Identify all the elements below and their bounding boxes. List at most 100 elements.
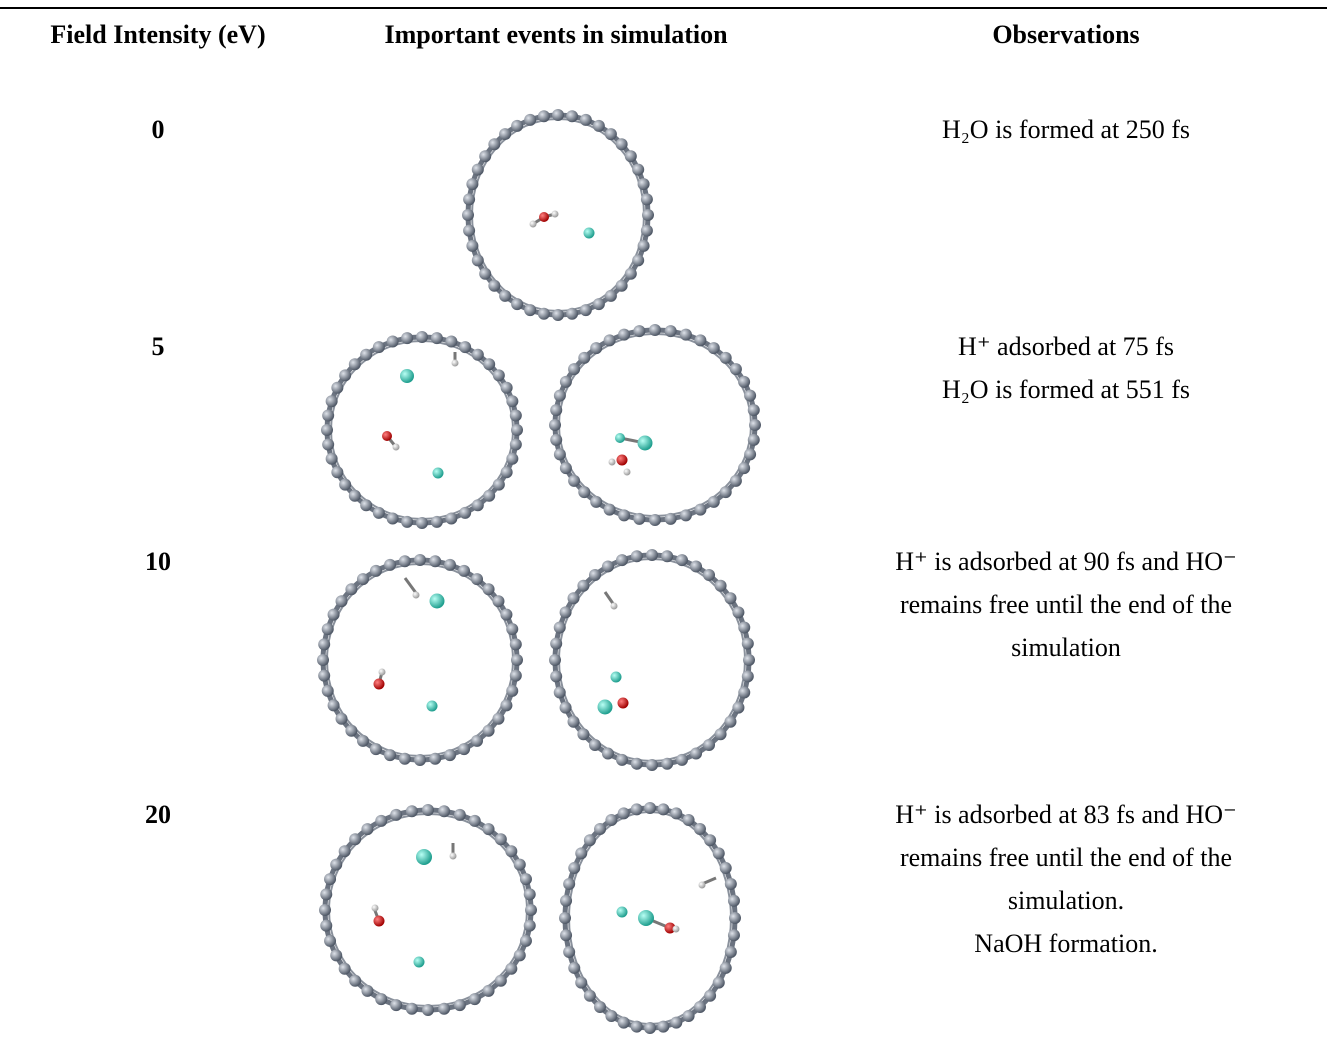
carbon-atom [657, 1021, 669, 1033]
carbon-atom [742, 670, 754, 682]
carbon-atom [594, 823, 606, 835]
carbon-atom [357, 735, 369, 747]
carbon-atom [744, 448, 756, 460]
carbon-atom [676, 554, 688, 566]
carbon-atom [499, 128, 511, 140]
carbon-atom [357, 573, 369, 585]
carbon-atom [331, 382, 343, 394]
carbon-atom [336, 713, 348, 725]
carbon-atom [458, 565, 470, 577]
carbon-atom [445, 512, 457, 524]
carbon-atom [514, 859, 526, 871]
carbon-atom [444, 559, 456, 571]
atom [598, 700, 613, 715]
carbon-atom [676, 754, 688, 766]
carbon-atom [538, 308, 550, 320]
atom [374, 679, 385, 690]
observation-line: H₂O is formed at 250 fs [942, 115, 1190, 145]
carbon-atom [575, 977, 587, 989]
carbon-atom [563, 878, 575, 890]
carbon-atom [520, 873, 532, 885]
carbon-atom [345, 583, 357, 595]
atom [374, 916, 385, 927]
carbon-atom [326, 395, 338, 407]
carbon-atom [560, 376, 572, 388]
field-cell: 20 [145, 800, 171, 830]
carbon-atom [638, 178, 650, 190]
page: Field Intensity (eV) Important events in… [0, 0, 1327, 1056]
carbon-atom [738, 686, 750, 698]
carbon-atom [387, 336, 399, 348]
carbon-atom [577, 728, 589, 740]
carbon-atom [361, 985, 373, 997]
carbon-atom [495, 975, 507, 987]
carbon-atom [559, 912, 571, 924]
carbon-atom [618, 509, 630, 521]
carbon-atom [568, 592, 580, 604]
carbon-atom [330, 859, 342, 871]
carbon-atom [483, 725, 495, 737]
carbon-atom [360, 349, 372, 361]
carbon-atom [690, 560, 702, 572]
carbon-atom [642, 209, 654, 221]
atom [539, 212, 549, 222]
carbon-atom [703, 569, 715, 581]
carbon-atom [694, 823, 706, 835]
carbon-atom [390, 809, 402, 821]
carbon-atom [511, 298, 523, 310]
carbon-atom [488, 280, 500, 292]
carbon-atom [524, 304, 536, 316]
carbon-atom [649, 324, 661, 336]
carbon-atom [713, 977, 725, 989]
carbon-atom [373, 341, 385, 353]
atom [609, 459, 616, 466]
carbon-atom [506, 453, 518, 465]
carbon-atom [704, 834, 716, 846]
carbon-atom [715, 580, 727, 592]
carbon-atom [472, 164, 484, 176]
carbon-atom [422, 1004, 434, 1016]
carbon-atom [322, 623, 334, 635]
carbon-atom [429, 753, 441, 765]
carbon-atom [560, 606, 572, 618]
observation-line: H⁺ is adsorbed at 90 fs and HO⁻ [895, 547, 1237, 577]
carbon-atom [683, 814, 695, 826]
carbon-atom [584, 990, 596, 1002]
atom [427, 701, 438, 712]
carbon-atom [728, 895, 740, 907]
carbon-atom [560, 895, 572, 907]
carbon-atom [638, 240, 650, 252]
carbon-atom [694, 1001, 706, 1013]
carbon-atom [748, 404, 760, 416]
carbon-atom [326, 453, 338, 465]
carbon-atom [730, 363, 742, 375]
carbon-atom [690, 748, 702, 760]
carbon-atom [330, 949, 342, 961]
atom [452, 360, 459, 367]
observation-line: remains free until the end of the [900, 590, 1232, 620]
carbon-atom [438, 805, 450, 817]
observation-line: NaOH formation. [974, 929, 1157, 959]
carbon-atom [370, 743, 382, 755]
carbon-atom [324, 873, 336, 885]
carbon-atom [633, 325, 645, 337]
carbon-atom [483, 583, 495, 595]
carbon-atom [499, 290, 511, 302]
carbon-atom [703, 739, 715, 751]
carbon-atom [469, 815, 481, 827]
atom [673, 926, 680, 933]
carbon-atom [328, 699, 340, 711]
carbon-atom [445, 336, 457, 348]
observation-line: H₂O is formed at 551 fs [942, 375, 1190, 405]
carbon-atom [469, 993, 481, 1005]
observation-line: H⁺ adsorbed at 75 fs [958, 332, 1174, 362]
carbon-atom [493, 369, 505, 381]
carbon-atom [665, 325, 677, 337]
atom [400, 369, 414, 383]
carbon-atom [680, 509, 692, 521]
carbon-atom [549, 419, 561, 431]
carbon-atom [511, 654, 523, 666]
carbon-atom [554, 686, 566, 698]
carbon-atom [454, 999, 466, 1011]
carbon-atom [506, 623, 518, 635]
